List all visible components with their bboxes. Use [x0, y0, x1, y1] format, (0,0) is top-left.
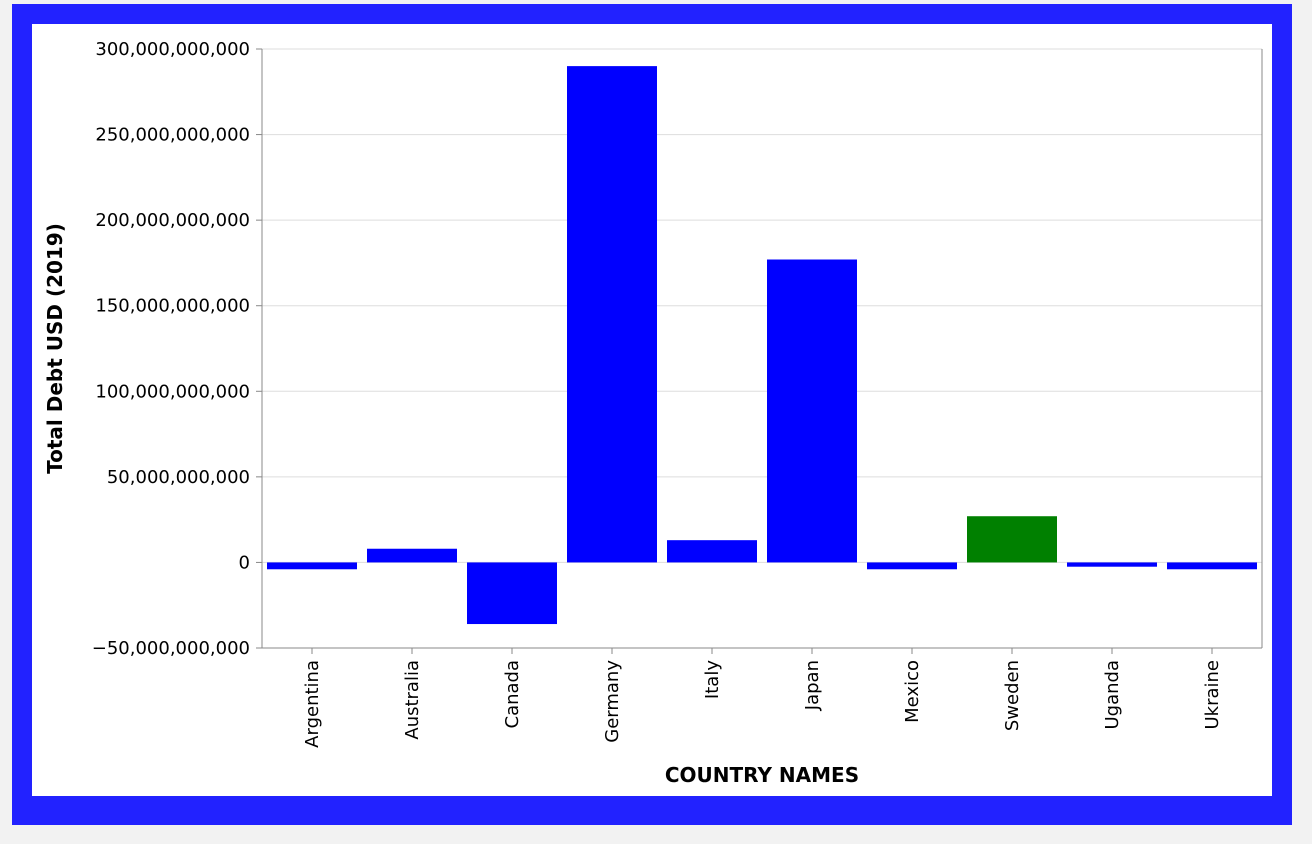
x-tick-label: Sweden — [1002, 660, 1023, 731]
bar-italy — [667, 540, 757, 563]
chart-panel: −50,000,000,000 0 50,000,000,000 100,000,00… — [32, 24, 1272, 796]
bar-canada — [467, 562, 557, 625]
bar-germany — [567, 66, 657, 563]
y-tick-label: 300,000,000,000 — [95, 39, 250, 60]
bar-ukraine — [1167, 562, 1257, 570]
bar-mexico — [867, 562, 957, 570]
x-tick-label: Argentina — [302, 660, 323, 748]
x-tick-label: Ukraine — [1202, 660, 1223, 730]
gridlines — [262, 48, 1262, 649]
y-tick-label: 150,000,000,000 — [95, 296, 250, 317]
x-tick-label: Canada — [502, 660, 523, 729]
x-tick-label: Japan — [802, 660, 823, 711]
x-tick-label: Italy — [702, 660, 723, 699]
x-tick-label: Germany — [602, 660, 623, 743]
chart-frame: −50,000,000,000 0 50,000,000,000 100,000,00… — [12, 4, 1292, 825]
y-tick-label: 100,000,000,000 — [95, 381, 250, 402]
bar-argentina — [267, 562, 357, 570]
axes: −50,000,000,000 0 50,000,000,000 100,000,00… — [92, 39, 1263, 748]
x-tick-label: Uganda — [1102, 660, 1123, 730]
y-axis-title: Total Debt USD (2019) — [43, 223, 67, 474]
y-tick-label: 0 — [239, 552, 250, 573]
x-tick-label: Mexico — [902, 660, 923, 723]
y-tick-label: 50,000,000,000 — [107, 467, 250, 488]
y-tick-label: 200,000,000,000 — [95, 210, 250, 231]
bars — [267, 66, 1257, 625]
bar-japan — [767, 259, 857, 563]
y-tick-label: 250,000,000,000 — [95, 125, 250, 146]
x-axis-title: COUNTRY NAMES — [665, 763, 859, 787]
y-tick-label: −50,000,000,000 — [92, 638, 250, 659]
x-tick-label: Australia — [402, 660, 423, 740]
bar-uganda — [1067, 562, 1157, 567]
bar-chart: −50,000,000,000 0 50,000,000,000 100,000,00… — [43, 39, 1263, 787]
bar-australia — [367, 548, 457, 563]
bar-sweden — [967, 516, 1057, 563]
